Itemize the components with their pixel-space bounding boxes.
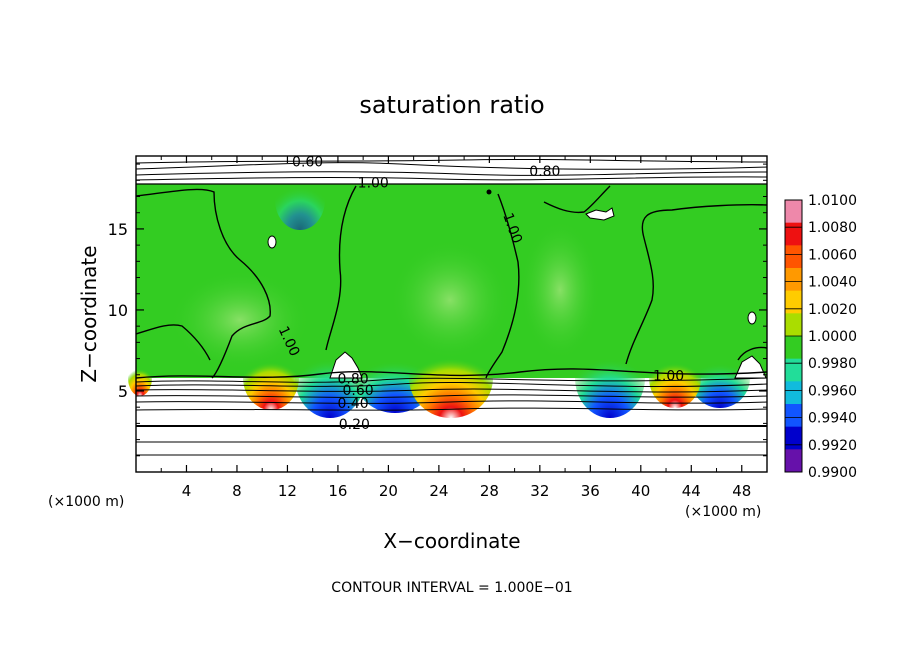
colorbar-swatch: [785, 268, 802, 292]
dry-hole: [585, 207, 615, 221]
contour-line: [135, 162, 768, 170]
colorbar-swatch: [785, 222, 802, 246]
contour-line-1.00: [625, 204, 768, 365]
field-lighter-patch: [520, 220, 600, 360]
colorbar-label: 1.0000: [808, 329, 857, 345]
contour-line: [135, 400, 768, 404]
x-tick-label: 24: [429, 482, 448, 500]
colorbar-label: 0.9980: [808, 356, 857, 372]
colorbar-label: 0.9900: [808, 465, 857, 481]
x-tick-label: 8: [232, 482, 242, 500]
cold-patch: [275, 170, 325, 230]
cold-patch: [690, 348, 750, 408]
contour-line: [135, 407, 768, 411]
plot-frame: [135, 155, 768, 473]
colorbar-swatch: [785, 290, 802, 314]
contour-line-1.00: [543, 185, 611, 214]
x-tick-label: 40: [631, 482, 650, 500]
contour-label: 1.00: [653, 368, 684, 384]
contour-line-1.00: [485, 193, 520, 379]
contour-line-1.00: [135, 324, 211, 361]
contour-dot: [486, 189, 492, 195]
colorbar-swatch: [785, 404, 802, 428]
y-tick-label: 10: [108, 301, 128, 320]
colorbar-label: 0.9920: [808, 438, 857, 454]
field-lighter-patch: [170, 270, 310, 370]
x-tick-label: 44: [682, 482, 701, 500]
dry-hole: [747, 311, 757, 325]
colorbar-swatch: [785, 449, 802, 473]
field-lighter-patch: [390, 240, 510, 360]
colorbar-label: 1.0100: [808, 193, 857, 209]
colorbar-label: 1.0080: [808, 220, 857, 236]
x-axis-title: X−coordinate: [383, 529, 520, 553]
contour-label: 0.60: [343, 383, 374, 399]
contour-line-1.00: [325, 185, 357, 351]
y-tick-label: 15: [108, 220, 128, 239]
contour-line: [135, 381, 768, 388]
contour-line: [135, 368, 768, 379]
contour-line: [135, 176, 768, 181]
cold-patch: [575, 338, 645, 418]
y-tick-label: 5: [118, 382, 128, 401]
colorbar-swatch: [785, 245, 802, 269]
contour-label: 0.80: [337, 372, 368, 388]
chart-title: saturation ratio: [359, 91, 544, 119]
colorbar-label: 0.9940: [808, 411, 857, 427]
colorbar-label: 1.0040: [808, 275, 857, 291]
contour-label: 0.40: [337, 396, 368, 412]
colorbar: 1.0100 1.0080 1.0060 1.0040 1.0020 1.0000 0.99…: [784, 193, 857, 481]
x-unit-right: (×1000 m): [685, 504, 761, 520]
contour-label: 0.20: [339, 417, 370, 433]
x-axis-ticks: 4 8 12 16 20 24 28 32 36 40 44 48: [160, 156, 751, 500]
x-tick-label: 48: [732, 482, 751, 500]
y-axis-ticks: 5 10 15: [108, 163, 767, 457]
colorbar-swatch: [785, 358, 802, 382]
contour-line-1.00: [135, 188, 271, 379]
contour-label: 0.80: [529, 164, 560, 180]
dry-hole: [267, 235, 277, 249]
x-tick-label: 4: [182, 482, 192, 500]
colorbar-swatch: [785, 381, 802, 405]
contour-line-1.00: [737, 346, 768, 361]
x-tick-label: 28: [480, 482, 499, 500]
x-tick-label: 36: [581, 482, 600, 500]
plot-area: [128, 155, 768, 473]
colorbar-label: 0.9960: [808, 383, 857, 399]
contour-line: [135, 171, 768, 176]
x-tick-label: 12: [278, 482, 297, 500]
hot-patch: [649, 348, 701, 408]
contour-interval-note: CONTOUR INTERVAL = 1.000E−01: [331, 580, 572, 596]
contour-label: 1.00: [358, 176, 389, 192]
colorbar-swatch: [785, 426, 802, 450]
colorbar-label: 1.0020: [808, 302, 857, 318]
x-tick-label: 16: [328, 482, 347, 500]
hot-patch: [243, 346, 299, 410]
colorbar-label: 1.0060: [808, 247, 857, 263]
contour-label: 0.60: [292, 154, 323, 170]
contour-line: [135, 388, 768, 393]
colorbar-swatch: [785, 336, 802, 360]
colorbar-swatch: [785, 313, 802, 337]
contour-line: [135, 394, 768, 398]
x-tick-label: 32: [530, 482, 549, 500]
contour-line: [135, 377, 768, 383]
x-unit-left: (×1000 m): [48, 494, 124, 510]
x-tick-label: 20: [379, 482, 398, 500]
colorbar-swatch: [785, 200, 802, 224]
contour-line: [135, 158, 768, 164]
y-axis-title: Z−coordinate: [77, 245, 101, 382]
